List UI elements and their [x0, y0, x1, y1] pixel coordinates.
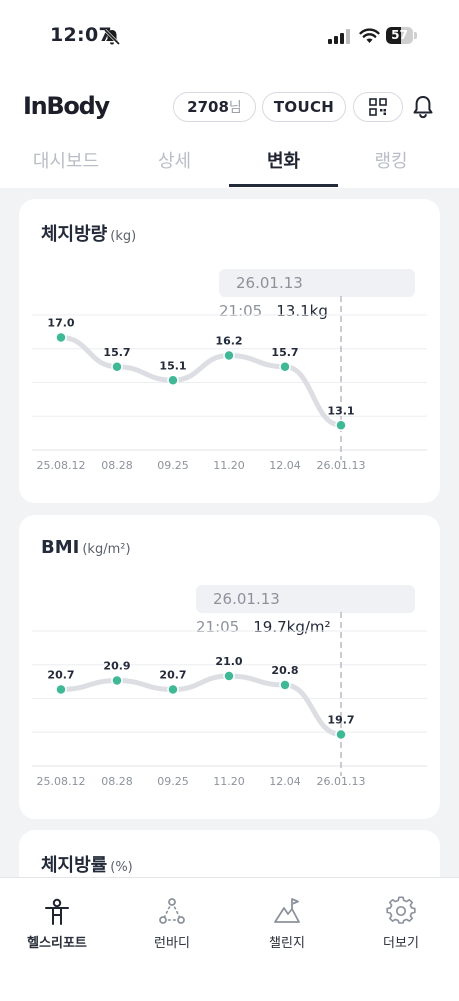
nav-label: 런바디: [154, 936, 190, 951]
nav-runbody[interactable]: 런바디: [122, 896, 222, 951]
x-tick-label: 08.28: [101, 459, 133, 472]
data-label: 20.8: [271, 664, 298, 677]
card-title: 체지방량 (kg): [41, 220, 136, 246]
data-point[interactable]: [279, 679, 291, 691]
user-id-button[interactable]: 2708님: [173, 92, 256, 122]
data-label: 15.7: [103, 346, 130, 359]
battery-icon: 57: [386, 27, 418, 45]
nav-label: 챌린지: [269, 936, 305, 951]
data-label: 15.7: [271, 346, 298, 359]
user-suffix: 님: [228, 100, 242, 116]
data-point[interactable]: [55, 331, 67, 344]
user-id: 2708: [187, 98, 229, 116]
data-point[interactable]: [223, 670, 235, 682]
mountain-flag-icon: [274, 898, 300, 923]
x-tick-label: 09.25: [157, 459, 189, 472]
top-area: 12:07: [0, 0, 459, 188]
data-point[interactable]: [111, 361, 123, 373]
data-label: 19.7: [327, 714, 354, 727]
gear-icon: [386, 896, 416, 924]
notification-bell-icon[interactable]: [411, 94, 435, 124]
x-tick-label: 11.20: [213, 775, 245, 788]
triangle-nodes-icon: [159, 898, 185, 924]
data-point[interactable]: [279, 361, 291, 373]
nav-challenge[interactable]: 챌린지: [237, 896, 337, 951]
card-title-text: 체지방률: [41, 855, 108, 876]
nav-more[interactable]: 더보기: [351, 896, 451, 951]
app-logo: InBody: [23, 92, 110, 120]
data-point[interactable]: [335, 728, 347, 741]
data-label: 13.1: [327, 404, 354, 417]
data-point[interactable]: [111, 674, 123, 687]
nav-label: 헬스리포트: [27, 936, 87, 951]
data-label: 21.0: [215, 655, 242, 668]
data-label: 20.7: [159, 669, 186, 682]
nav-label: 더보기: [383, 936, 419, 951]
card-title-unit: (kg/m²): [82, 542, 131, 557]
data-point[interactable]: [167, 683, 179, 696]
tab-change[interactable]: 변화: [266, 151, 301, 172]
data-point[interactable]: [167, 374, 179, 386]
qr-code-icon: [369, 98, 387, 116]
tab-detail[interactable]: 상세: [157, 151, 192, 172]
x-tick-label: 25.08.12: [37, 775, 86, 788]
x-tick-label: 26.01.13: [317, 775, 366, 788]
card-title-unit: (kg): [110, 229, 137, 244]
data-label: 15.1: [159, 359, 186, 372]
nav-health-report[interactable]: 헬스리포트: [7, 896, 107, 951]
series-line: [58, 673, 344, 737]
data-point[interactable]: [55, 683, 67, 696]
x-tick-label: 08.28: [101, 775, 133, 788]
x-tick-label: 26.01.13: [317, 459, 366, 472]
data-label: 20.9: [103, 660, 130, 673]
tab-dashboard[interactable]: 대시보드: [32, 151, 100, 172]
data-point[interactable]: [223, 349, 235, 362]
card-title-text: 체지방량: [41, 224, 108, 245]
bottom-navigation: 헬스리포트 런바디 챌린지 더보기: [0, 877, 459, 1001]
card-title: 체지방률 (%): [41, 851, 133, 877]
x-tick-label: 12.04: [269, 459, 301, 472]
qr-button[interactable]: [353, 92, 403, 122]
status-time: 12:07: [50, 24, 112, 46]
series-line: [58, 335, 344, 428]
card-title: BMI (kg/m²): [41, 537, 131, 558]
card-title-unit: (%): [110, 860, 133, 875]
battery-level: 57: [391, 28, 408, 42]
person-icon: [45, 898, 69, 925]
data-label: 16.2: [215, 335, 242, 348]
card-title-text: BMI: [41, 537, 80, 558]
data-label: 17.0: [47, 317, 74, 330]
data-label: 20.7: [47, 669, 74, 682]
tab-ranking[interactable]: 랭킹: [374, 151, 408, 172]
touch-button[interactable]: TOUCH: [262, 92, 346, 122]
body-fat-mass-card: 체지방량 (kg) 26.01.13 21:05 13.1kg 17.0 15.7 15…: [19, 199, 440, 503]
body-fat-mass-chart[interactable]: 17.0 15.7 15.1 16.2 15.7 13.1 25.08.12 08.28 09.…: [19, 199, 440, 503]
x-tick-label: 11.20: [213, 459, 245, 472]
x-tick-label: 12.04: [269, 775, 301, 788]
bmi-chart[interactable]: 20.7 20.9 20.7 21.0 20.8 19.7 25.08.12 08.28 09.…: [19, 515, 440, 819]
data-point[interactable]: [335, 419, 347, 431]
x-tick-label: 09.25: [157, 775, 189, 788]
bmi-card: BMI (kg/m²) 26.01.13 21:05 19.7kg/m² 20.7 2…: [19, 515, 440, 819]
x-tick-label: 25.08.12: [37, 459, 86, 472]
active-tab-indicator: [229, 184, 338, 187]
status-bar: 12:07: [0, 0, 459, 70]
wifi-icon: [359, 27, 380, 48]
cellular-signal-icon: [328, 29, 350, 48]
bell-off-icon: [103, 28, 121, 50]
